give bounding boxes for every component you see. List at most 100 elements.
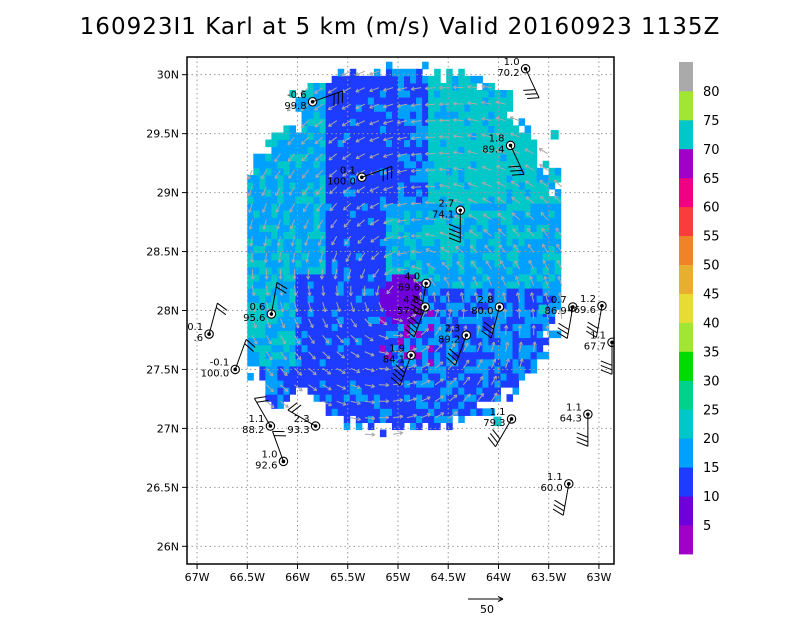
swath-cell — [530, 174, 538, 183]
swath-cell — [452, 217, 459, 225]
dropsonde-15[interactable]: 1.179.3 — [483, 407, 517, 447]
swath-cell — [307, 351, 315, 360]
swath-cell — [458, 309, 465, 317]
swath-cell — [325, 330, 333, 339]
wind-vector-head — [525, 196, 530, 201]
swath-cell — [452, 125, 459, 133]
swath-cell — [373, 401, 381, 409]
wind-vector-head — [288, 191, 293, 196]
dropsonde-19[interactable]: 1.164.3 — [560, 402, 593, 447]
colorbar-label: 5 — [703, 519, 711, 534]
wind-vector-head — [294, 308, 299, 313]
swath-cell — [464, 174, 471, 183]
swath-cell — [367, 167, 375, 176]
dropsonde-6[interactable]: 2.393.3 — [287, 402, 321, 436]
swath-cell — [416, 245, 423, 254]
dropsonde-5[interactable]: 1.092.6 — [255, 430, 289, 471]
wind-vector-head — [556, 259, 561, 264]
swath-cell — [508, 251, 517, 261]
dropsonde-14[interactable]: 2.880.0 — [471, 295, 505, 339]
swath-cell — [373, 302, 381, 310]
swath-cell — [343, 302, 351, 310]
swath-cell — [506, 203, 514, 211]
swath-cell — [307, 288, 315, 296]
swath-cell — [307, 259, 315, 268]
swath-cell — [283, 344, 290, 353]
swath-cell — [361, 365, 369, 374]
dropsonde-1[interactable]: 0.1.6 — [187, 302, 228, 344]
wind-vector — [251, 269, 254, 280]
wind-vector — [386, 285, 394, 295]
swath-cell — [464, 146, 471, 155]
swath-cell — [259, 309, 266, 317]
swath-cell — [391, 224, 399, 233]
wind-vector-head — [371, 416, 376, 421]
swath-cell — [331, 196, 339, 204]
wind-vector — [279, 285, 283, 296]
swath-cell — [379, 210, 387, 218]
swath-cell — [271, 160, 278, 169]
dropsonde-13[interactable]: 2.389.2 — [438, 323, 472, 366]
swath-cell — [536, 316, 544, 324]
wind-vector-head — [539, 179, 544, 184]
wind-vector-head — [483, 229, 488, 234]
wind-vector — [545, 292, 549, 303]
swath-cell — [494, 104, 501, 112]
wind-vector-head — [495, 100, 500, 105]
swath-cell — [524, 167, 532, 176]
swath-cell — [367, 358, 375, 367]
swath-cell — [373, 238, 381, 247]
swath-cell — [446, 259, 453, 268]
swath-cell — [265, 252, 272, 261]
dropsonde-12[interactable]: 2.774.1 — [432, 198, 466, 243]
wind-vector — [499, 244, 506, 254]
swath-cell — [410, 132, 417, 141]
colorbar-label: 45 — [703, 288, 720, 303]
dropsonde-18[interactable]: 0.786.9 — [545, 295, 578, 339]
dropsonde-10[interactable]: 4.069.6 — [398, 271, 431, 316]
swath-cell — [307, 273, 315, 282]
swath-cell — [428, 104, 435, 112]
swath-cell — [488, 153, 495, 162]
wind-vector — [560, 308, 563, 319]
swath-cell — [464, 203, 471, 211]
swath-cell — [367, 160, 375, 169]
swath-cell — [524, 259, 532, 268]
wind-vector — [434, 344, 443, 353]
swath-cell — [464, 125, 471, 133]
colorbar-segment — [679, 206, 693, 237]
swath-cell — [536, 224, 544, 233]
swath-cell — [337, 387, 345, 395]
wind-vector-head — [314, 90, 319, 94]
swath-cell — [410, 210, 417, 218]
swath-cell — [289, 181, 297, 190]
dropsonde-20[interactable]: 1.160.0 — [541, 472, 574, 516]
dropsonde-7[interactable]: -0.699.8 — [284, 90, 344, 112]
dropsonde-3[interactable]: 0.695.6 — [243, 282, 288, 325]
swath-cell — [325, 189, 333, 197]
wind-vector-head — [495, 149, 500, 153]
swath-cell — [331, 104, 339, 112]
wind-vector — [448, 360, 457, 369]
swath-cell — [482, 231, 489, 240]
dropsonde-17[interactable]: 1.070.2 — [497, 57, 540, 100]
dropsonde-16[interactable]: 1.889.4 — [482, 133, 525, 176]
dropsonde-4[interactable]: 1.188.2 — [242, 396, 276, 436]
swath-cell — [349, 351, 357, 360]
dropsonde-9[interactable]: 1.984.1 — [383, 343, 416, 386]
wind-vector — [539, 180, 549, 188]
swath-cell — [397, 252, 405, 261]
dropsonde-11[interactable]: 4.857.0 — [397, 295, 430, 338]
dropsonde-22[interactable]: 1.167.7 — [584, 330, 616, 375]
swath-cell — [385, 337, 393, 346]
swath-cell — [259, 181, 266, 190]
wind-vector — [342, 153, 352, 160]
swath-cell — [428, 210, 435, 218]
wind-vector — [280, 400, 289, 408]
swath-cell — [506, 217, 514, 225]
wind-vector-head — [356, 385, 361, 390]
